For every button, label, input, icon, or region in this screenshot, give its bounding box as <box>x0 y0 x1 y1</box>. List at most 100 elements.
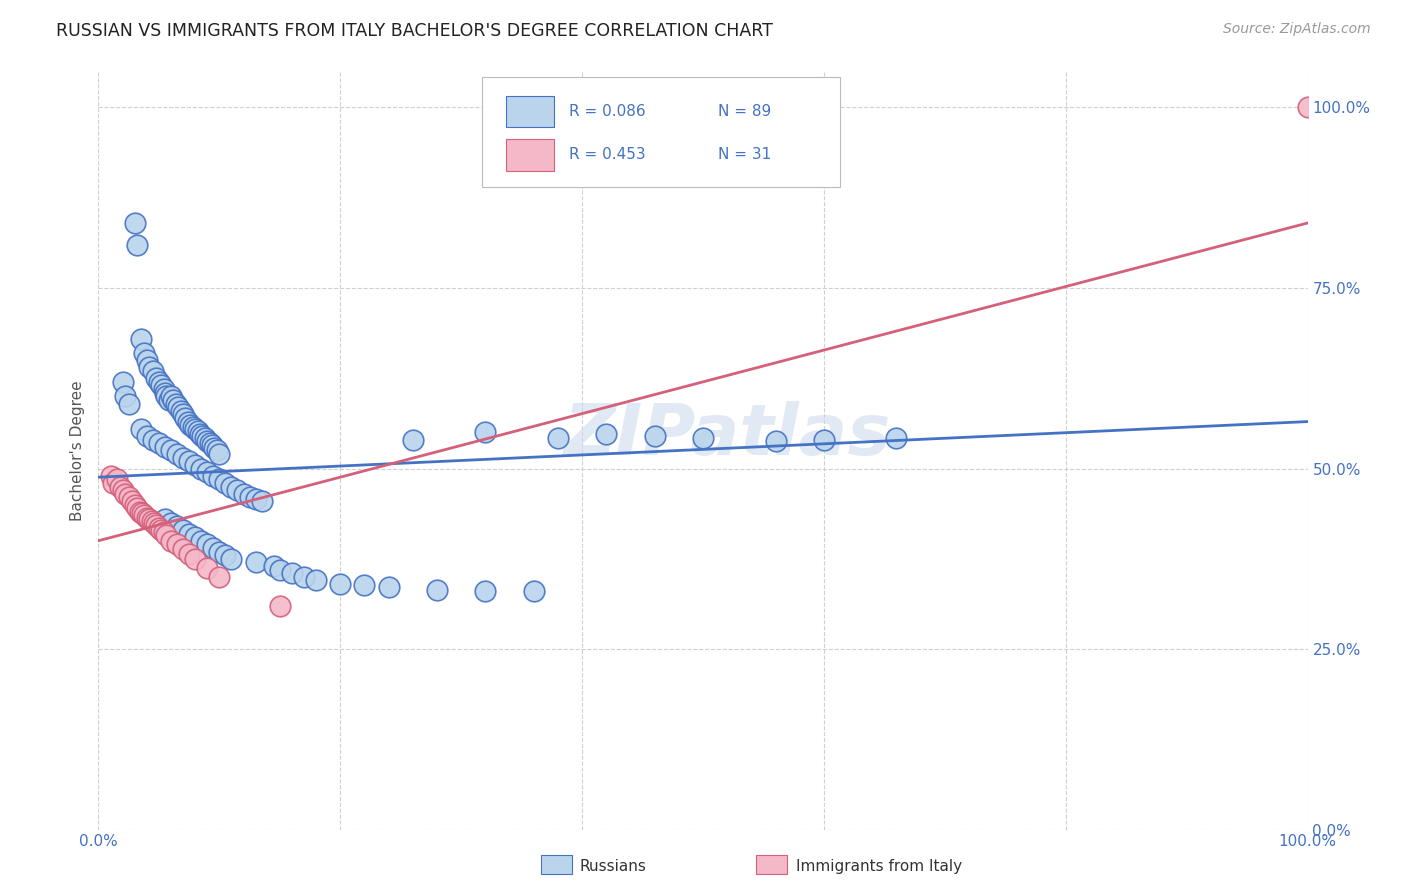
Point <box>141 514 163 528</box>
Text: Source: ZipAtlas.com: Source: ZipAtlas.com <box>1223 22 1371 37</box>
Point <box>114 389 136 403</box>
Point <box>153 440 176 454</box>
Point <box>426 582 449 597</box>
Point <box>547 431 569 445</box>
Point <box>377 580 399 594</box>
Point <box>208 544 231 558</box>
Point <box>127 237 149 252</box>
Point <box>124 216 146 230</box>
Text: N = 31: N = 31 <box>717 147 770 162</box>
Point <box>155 389 177 403</box>
Point <box>134 346 156 360</box>
Point <box>135 510 157 524</box>
Point <box>184 530 207 544</box>
Text: N = 89: N = 89 <box>717 104 770 119</box>
Point <box>245 555 267 569</box>
Point <box>329 577 352 591</box>
Point <box>121 494 143 508</box>
Point <box>148 436 170 450</box>
Point <box>187 424 209 438</box>
Point <box>190 533 212 548</box>
Point <box>221 551 243 566</box>
Point <box>208 472 231 486</box>
Point <box>191 429 214 443</box>
Point <box>179 526 201 541</box>
Point <box>128 505 150 519</box>
Point <box>402 433 425 447</box>
Point <box>135 429 157 443</box>
Point <box>142 433 165 447</box>
Point <box>118 491 141 505</box>
Point <box>124 498 146 512</box>
Point <box>204 442 226 456</box>
Point <box>100 468 122 483</box>
Point <box>169 403 191 417</box>
Point <box>195 561 218 575</box>
Point <box>150 523 173 537</box>
Point <box>142 364 165 378</box>
Point <box>214 475 236 490</box>
Point <box>194 431 217 445</box>
Point <box>177 415 200 429</box>
Point <box>239 491 262 505</box>
FancyBboxPatch shape <box>482 77 839 187</box>
Point <box>523 584 546 599</box>
Point <box>214 548 236 562</box>
Point <box>152 524 174 539</box>
FancyBboxPatch shape <box>506 95 554 128</box>
Point <box>172 450 194 465</box>
Point <box>179 547 201 561</box>
Text: RUSSIAN VS IMMIGRANTS FROM ITALY BACHELOR'S DEGREE CORRELATION CHART: RUSSIAN VS IMMIGRANTS FROM ITALY BACHELO… <box>56 22 773 40</box>
Point <box>765 434 787 448</box>
Point <box>174 411 197 425</box>
Point <box>221 479 243 493</box>
Point <box>184 458 207 472</box>
Point <box>166 519 188 533</box>
Point <box>595 426 617 441</box>
Point <box>179 418 201 433</box>
Point <box>263 559 285 574</box>
Point <box>114 487 136 501</box>
Point <box>1296 100 1319 114</box>
Point <box>474 425 496 440</box>
Point <box>172 542 194 557</box>
Point <box>145 371 167 385</box>
Point <box>143 516 166 530</box>
Text: R = 0.086: R = 0.086 <box>569 104 645 119</box>
Point <box>692 431 714 445</box>
Point <box>198 436 221 450</box>
Point <box>281 566 304 581</box>
Point <box>153 512 176 526</box>
Point <box>172 523 194 537</box>
Point <box>813 433 835 447</box>
Point <box>152 382 174 396</box>
Text: ZIPatlas: ZIPatlas <box>564 401 891 470</box>
Point <box>644 429 666 443</box>
Text: R = 0.453: R = 0.453 <box>569 147 645 162</box>
Point <box>269 563 291 577</box>
Point <box>202 468 225 483</box>
Point <box>181 419 204 434</box>
Point <box>150 378 173 392</box>
Point <box>292 570 315 584</box>
Point <box>145 517 167 532</box>
Point <box>190 461 212 475</box>
Point <box>167 400 190 414</box>
Point <box>138 512 160 526</box>
Point <box>188 426 211 441</box>
Point <box>160 443 183 458</box>
Point <box>131 506 153 520</box>
Point <box>155 528 177 542</box>
Point <box>108 479 131 493</box>
Point <box>162 392 184 407</box>
Point <box>202 541 225 555</box>
Point <box>138 360 160 375</box>
Point <box>184 551 207 566</box>
Point <box>205 443 228 458</box>
Point <box>226 483 249 498</box>
Point <box>208 570 231 584</box>
Y-axis label: Bachelor's Degree: Bachelor's Degree <box>70 380 86 521</box>
FancyBboxPatch shape <box>506 139 554 170</box>
Point <box>118 396 141 410</box>
Point <box>474 584 496 599</box>
